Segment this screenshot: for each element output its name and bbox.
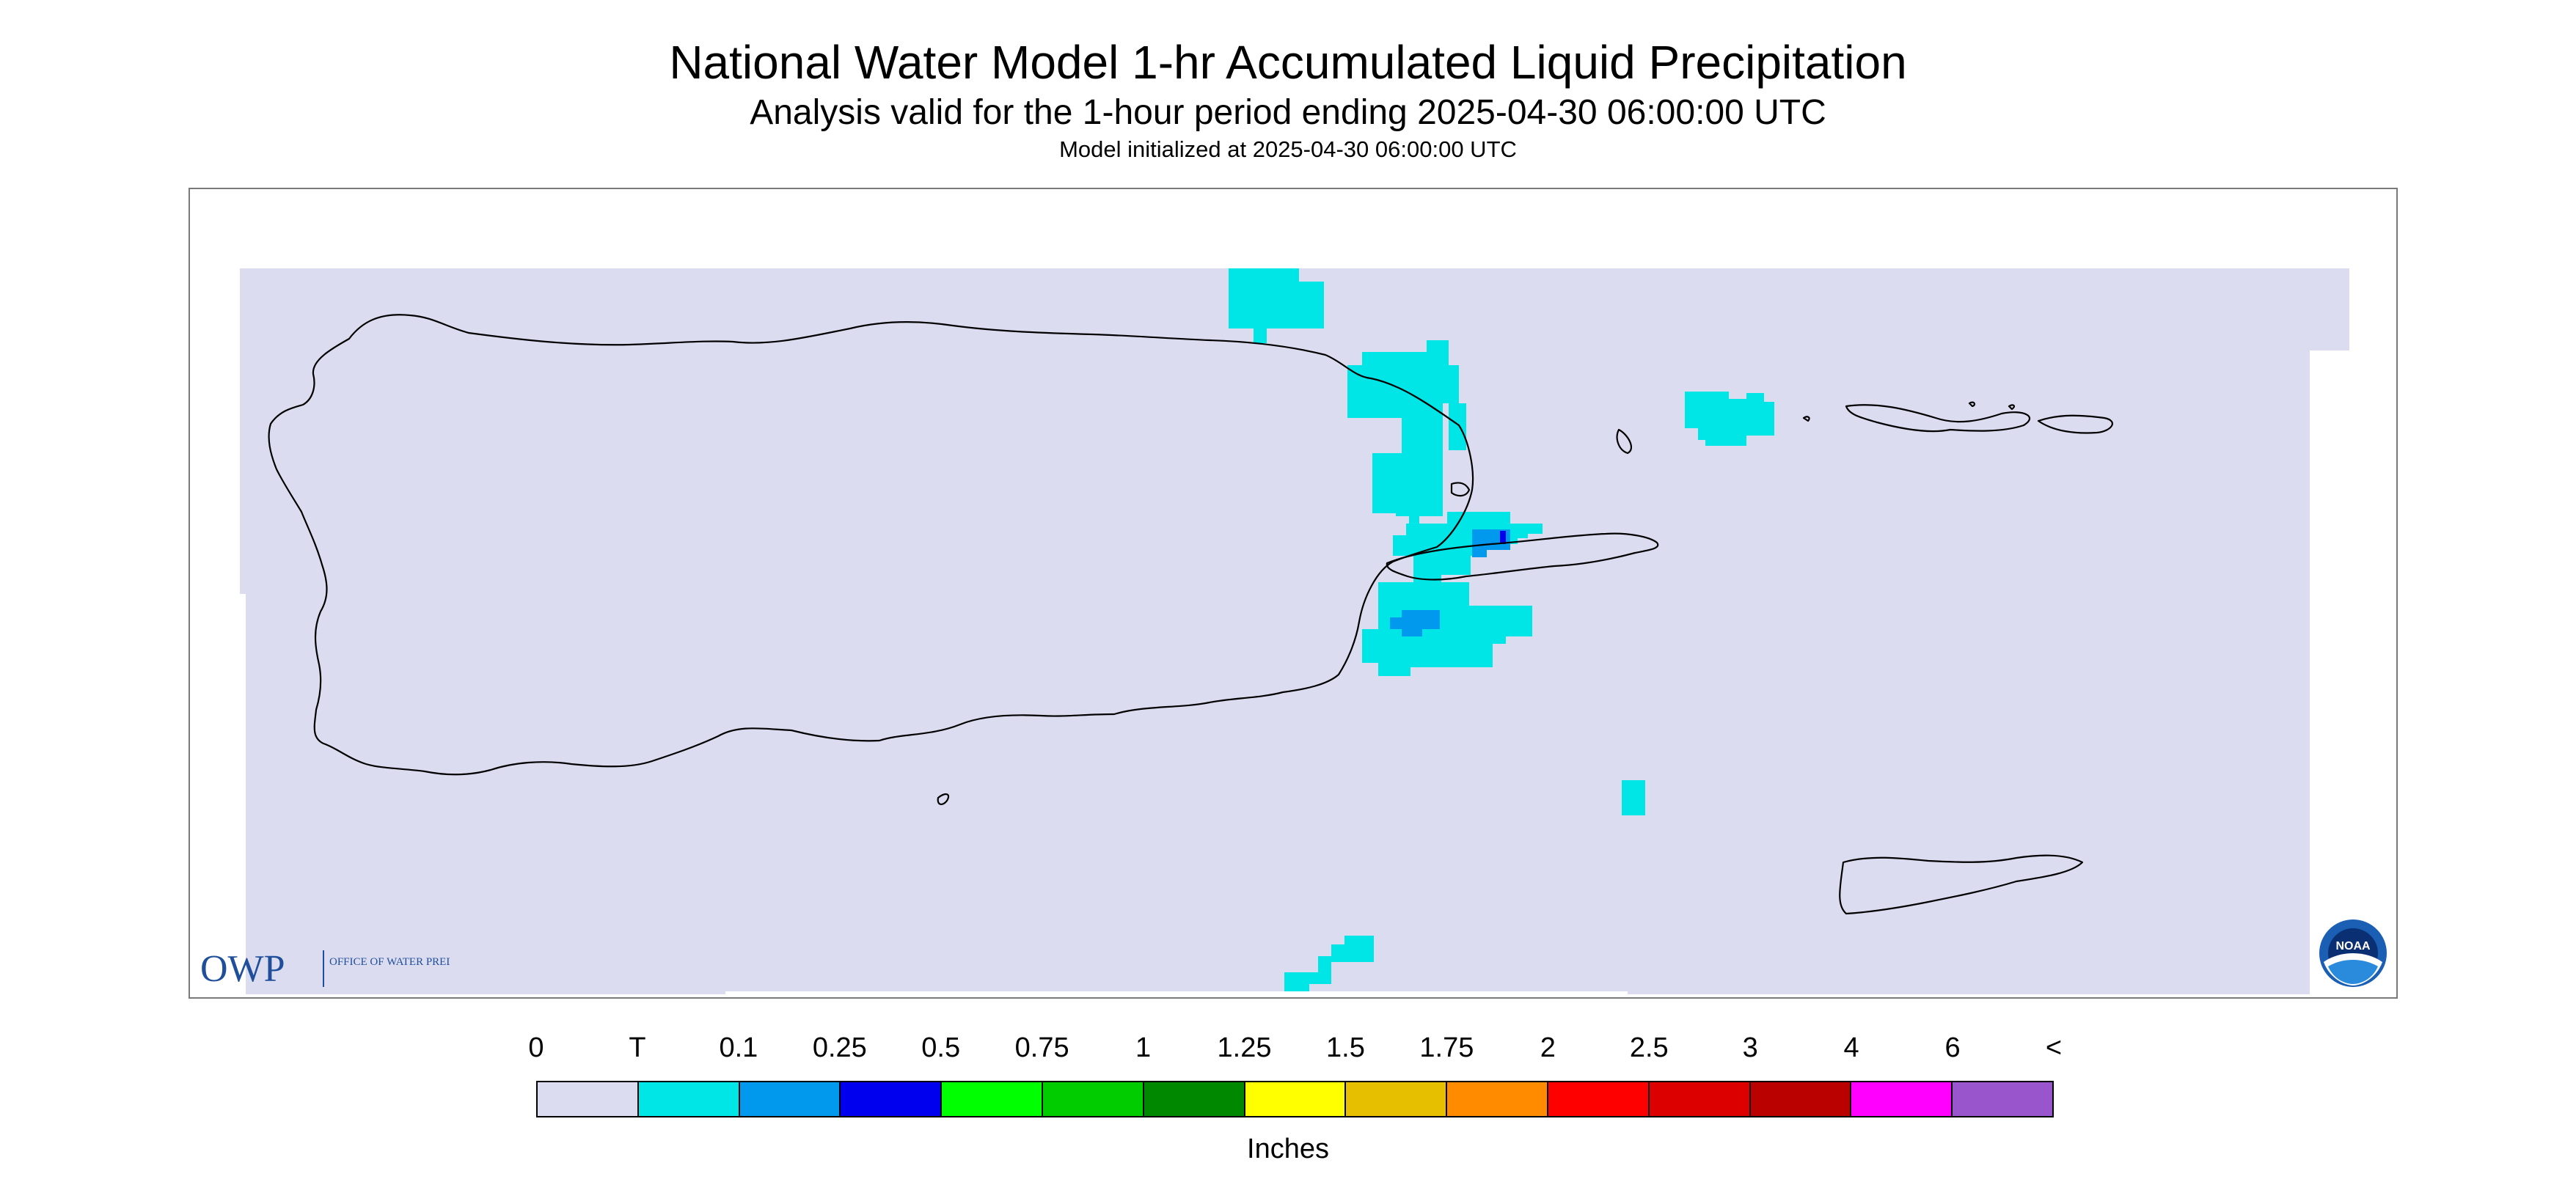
legend-tick-label: 0.75 [1014,1032,1069,1063]
legend-tick-label: 1 [1135,1032,1152,1063]
legend-swatch [841,1082,943,1116]
precip-cell [1500,531,1506,544]
legend-swatch [1447,1082,1548,1116]
precip-cell [1449,403,1466,450]
saint-john-coastline [2037,414,2113,434]
legend-tick-label: 1.5 [1326,1032,1365,1063]
legend-units-label: Inches [1247,1134,1329,1164]
legend-tick-label: 1.75 [1419,1032,1474,1063]
puerto-rico-coastline [268,314,1474,776]
culebra-coastline [1450,482,1471,497]
legend-swatch [942,1082,1043,1116]
owp-logo-text: OWP [200,948,285,990]
legend-swatch [739,1082,841,1116]
noaa-logo: NOAA [2319,919,2387,987]
legend-tick-label: 0.25 [812,1032,867,1063]
legend-tick-label: 0 [528,1032,544,1063]
analysis-domain [240,268,2349,994]
legend-swatch [1548,1082,1650,1116]
model-init-line: Model initialized at 2025-04-30 06:00:00… [1059,136,1517,162]
legend-tick-label: 1.25 [1217,1032,1272,1063]
noaa-logo-text: NOAA [2335,940,2371,952]
saint-croix-coastline [1839,854,2084,915]
legend-tick-label: 2.5 [1629,1032,1669,1063]
map-canvas [190,189,2396,997]
legend-tick-label: 6 [1944,1032,1961,1063]
legend-tick-label: 2 [1540,1032,1556,1063]
virgin-islands-islets [1802,401,2016,422]
mona-islet-coastline [937,793,950,805]
legend-swatch [1750,1082,1852,1116]
precip-cell [1229,268,1324,343]
precip-cell [1685,392,1774,446]
culebrita-coastline [1616,428,1632,455]
precip-cell [1390,610,1440,636]
legend-tick-label: < [2045,1032,2063,1063]
precipitation-legend: 0 T 0.1 0.25 0.5 0.75 1 1.25 1.5 1.75 2 2.5 3 4 6 < Inc… [0,1019,2576,1182]
precip-cell [1284,936,1374,994]
legend-swatch [1042,1082,1144,1116]
legend-swatch [1851,1082,1953,1116]
legend-swatch [1649,1082,1751,1116]
legend-swatch [1144,1082,1245,1116]
legend-tick-label: 4 [1843,1032,1859,1063]
precip-cell [1347,340,1459,524]
legend-swatch [538,1082,639,1116]
no-precip-area [240,268,2349,994]
map-title: National Water Model 1-hr Accumulated Li… [669,36,1907,89]
owp-logo: OWP OFFICE OF WATER PREDICTION [200,948,450,990]
precip-moderate-cells [1500,531,1506,544]
precipitation-map [189,188,2398,999]
precip-cell [1622,780,1645,815]
precip-cell [1362,582,1532,676]
legend-tick-label: T [629,1032,646,1063]
vieques-coastline [1386,532,1659,581]
legend-swatch [1953,1082,2052,1116]
legend-swatch [1346,1082,1448,1116]
domain-edge-mask [190,189,2396,997]
legend-colorbar [536,1081,2054,1117]
coastlines [268,314,2113,915]
legend-tick-label: 3 [1742,1032,1758,1063]
map-subtitle: Analysis valid for the 1-hour period end… [750,93,1826,132]
owp-logo-subtext: OFFICE OF WATER PREDICTION [329,956,450,968]
saint-thomas-coastline [1845,404,2030,433]
legend-swatch [638,1082,740,1116]
legend-swatch [1245,1082,1347,1116]
legend-tick-label: 0.5 [921,1032,961,1063]
legend-tick-label: 0.1 [719,1032,758,1063]
